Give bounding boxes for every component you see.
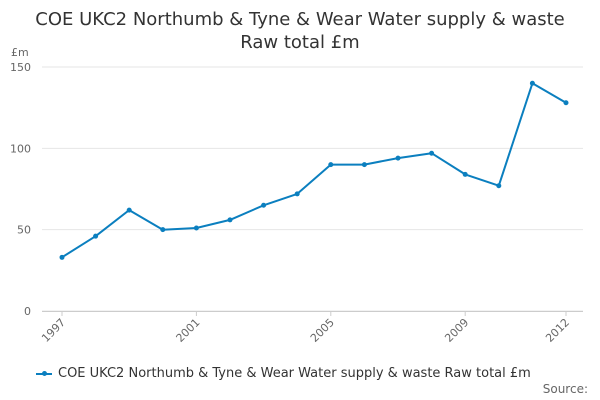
- y-tick-label: 0: [24, 305, 31, 318]
- legend[interactable]: COE UKC2 Northumb & Tyne & Wear Water su…: [36, 366, 531, 381]
- source-label[interactable]: Source:: [542, 382, 588, 396]
- chart-subtitle: Raw total £m: [240, 32, 360, 53]
- y-tick-label: 100: [10, 142, 31, 155]
- data-point[interactable]: [160, 227, 166, 233]
- data-point[interactable]: [563, 100, 569, 106]
- chart-title-line: COE UKC2 Northumb & Tyne & Wear Water su…: [35, 9, 565, 30]
- data-point[interactable]: [529, 80, 535, 86]
- legend-dot-marker: [42, 370, 47, 376]
- x-tick-label: 2009: [442, 316, 471, 345]
- data-point[interactable]: [193, 225, 199, 231]
- y-tick-label: 50: [17, 224, 31, 237]
- data-point[interactable]: [361, 162, 367, 168]
- legend-label: COE UKC2 Northumb & Tyne & Wear Water su…: [58, 366, 531, 381]
- data-point[interactable]: [227, 217, 233, 223]
- x-tick-label: 2001: [174, 316, 203, 345]
- data-point[interactable]: [328, 162, 334, 168]
- series-line: [61, 82, 567, 259]
- data-point[interactable]: [93, 233, 99, 239]
- x-tick-label: 1997: [39, 316, 68, 345]
- data-point[interactable]: [496, 183, 502, 189]
- data-point[interactable]: [59, 254, 65, 260]
- x-tick-label: 2012: [543, 316, 572, 345]
- data-point[interactable]: [294, 191, 300, 197]
- legend-swatch: [36, 369, 52, 379]
- chart-title: COE UKC2 Northumb & Tyne & Wear Water su…: [0, 8, 600, 54]
- data-point[interactable]: [126, 207, 132, 213]
- y-axis-label: £m: [11, 46, 29, 59]
- x-tick-label: 2005: [308, 316, 337, 345]
- y-tick-label: 150: [10, 61, 31, 74]
- data-point[interactable]: [462, 171, 468, 177]
- data-point[interactable]: [429, 150, 435, 156]
- data-point[interactable]: [395, 155, 401, 161]
- data-point[interactable]: [261, 202, 267, 208]
